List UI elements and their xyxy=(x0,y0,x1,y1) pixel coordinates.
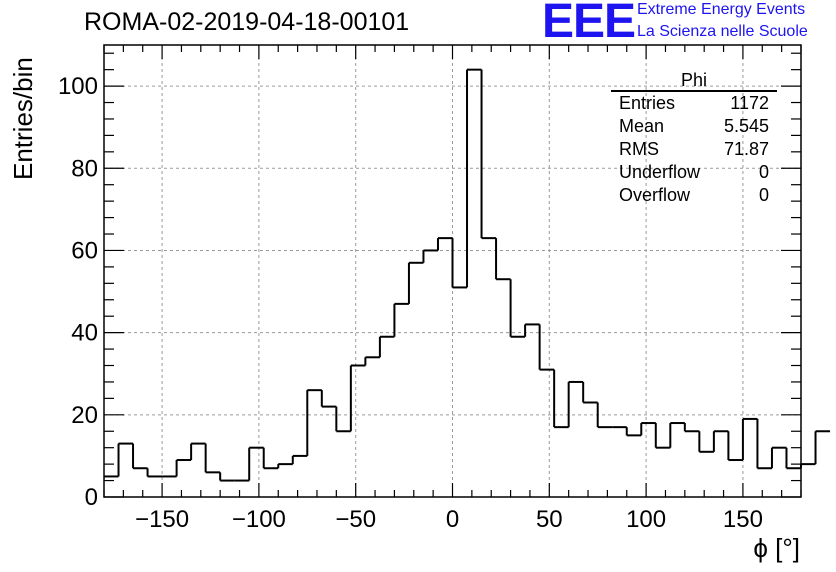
stats-value: 5.545 xyxy=(723,116,769,136)
x-tick-label: −50 xyxy=(335,506,376,533)
x-tick-label: 50 xyxy=(536,506,563,533)
stats-row-underflow: Underflow 0 xyxy=(611,161,777,184)
x-tick-label: 150 xyxy=(723,506,763,533)
stats-value: 1172 xyxy=(730,93,769,113)
stats-label: RMS xyxy=(619,139,659,159)
x-tick-label: 0 xyxy=(446,506,459,533)
axis-tick-labels: −150 −100 −50 0 50 100 150 0 20 40 60 80 100 xyxy=(58,73,763,533)
logo-line-1: Extreme Energy Events xyxy=(637,1,806,18)
stats-row-overflow: Overflow 0 xyxy=(611,184,777,207)
stats-label: Entries xyxy=(619,93,676,113)
y-axis-label: Entries/bin xyxy=(8,57,38,180)
stats-box-title: Phi xyxy=(611,70,777,92)
y-tick-label: 20 xyxy=(71,402,98,429)
chart-title: ROMA-02-2019-04-18-00101 xyxy=(84,8,410,36)
y-tick-label: 60 xyxy=(71,237,98,264)
x-axis-label: ϕ [°] xyxy=(753,533,800,563)
y-tick-label: 40 xyxy=(71,320,98,347)
stats-value: 0 xyxy=(758,162,769,182)
stats-label: Overflow xyxy=(619,185,691,205)
axis-ticks xyxy=(103,45,802,498)
y-tick-label: 80 xyxy=(71,155,98,182)
stats-row-entries: Entries 1172 xyxy=(611,92,777,115)
stats-value: 71.87 xyxy=(723,139,769,159)
x-tick-label: −100 xyxy=(232,506,286,533)
y-tick-label: 0 xyxy=(85,484,98,511)
stats-label: Underflow xyxy=(619,162,701,182)
y-tick-label: 100 xyxy=(58,73,98,100)
stats-row-rms: RMS 71.87 xyxy=(611,138,777,161)
x-tick-label: −150 xyxy=(135,506,189,533)
stats-row-mean: Mean 5.545 xyxy=(611,115,777,138)
stats-box: Phi Entries 1172 Mean 5.545 RMS 71.87 Un… xyxy=(611,70,777,207)
logo-line-2: La Scienza nelle Scuole xyxy=(637,23,808,40)
x-tick-label: 100 xyxy=(626,506,666,533)
stats-label: Mean xyxy=(619,116,665,136)
histogram-bars xyxy=(104,68,831,482)
stats-value: 0 xyxy=(758,185,769,205)
eee-logo: EEE xyxy=(542,0,636,48)
